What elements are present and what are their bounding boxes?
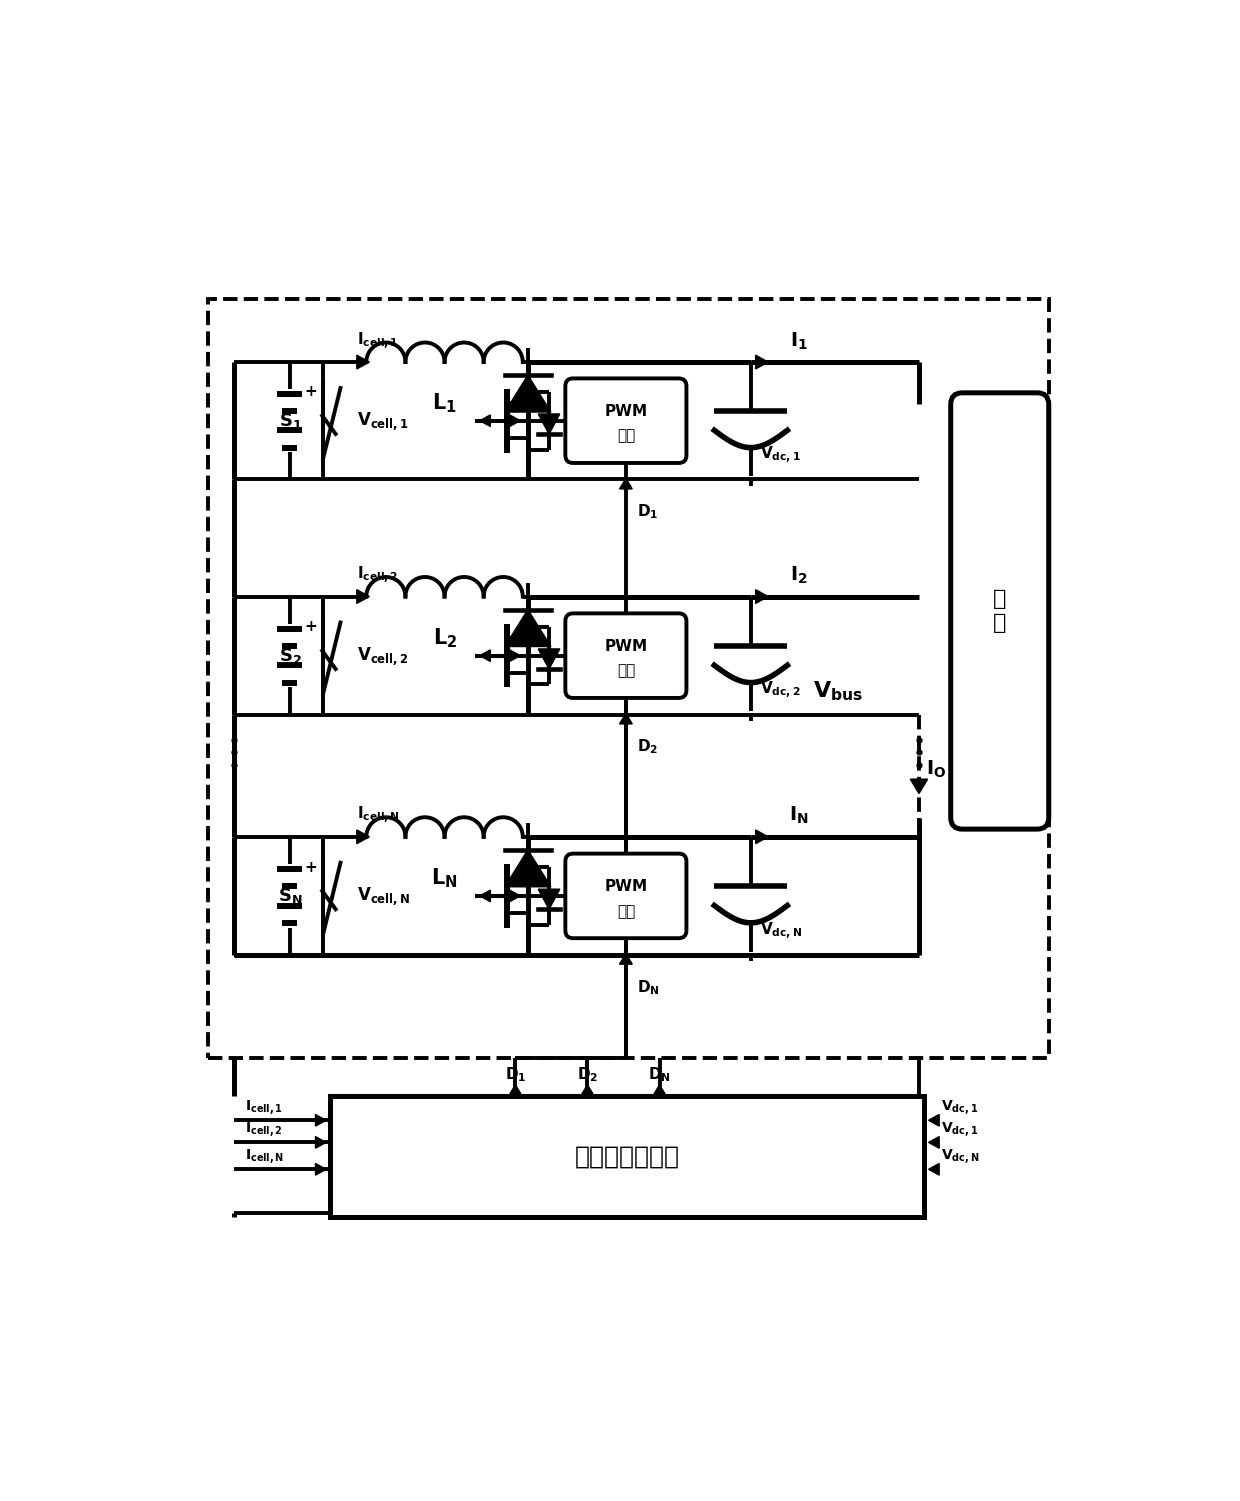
Polygon shape [510,650,521,662]
FancyBboxPatch shape [565,378,687,462]
FancyBboxPatch shape [951,393,1049,829]
Text: 驱动: 驱动 [616,904,635,919]
Text: 驱动: 驱动 [616,429,635,444]
Polygon shape [357,830,370,844]
Text: $\mathbf{V_{bus}}$: $\mathbf{V_{bus}}$ [813,678,863,702]
Polygon shape [315,1136,326,1148]
Text: 驱动: 驱动 [616,663,635,678]
Polygon shape [315,1163,326,1175]
Text: $\mathbf{V_{cell,2}}$: $\mathbf{V_{cell,2}}$ [357,645,408,666]
Polygon shape [510,890,521,902]
Text: $\mathbf{D_N}$: $\mathbf{D_N}$ [649,1066,671,1085]
Text: 负
载: 负 载 [993,590,1007,632]
Text: +: + [304,384,317,399]
Polygon shape [755,356,768,369]
Text: $\mathbf{L_N}$: $\mathbf{L_N}$ [432,866,458,890]
Polygon shape [538,648,559,669]
Polygon shape [538,414,559,434]
Text: $\mathbf{I_{cell,N}}$: $\mathbf{I_{cell,N}}$ [357,805,399,827]
Text: PWM: PWM [604,404,647,419]
Text: $\mathbf{I_1}$: $\mathbf{I_1}$ [790,330,808,351]
Polygon shape [480,414,490,426]
Polygon shape [505,609,551,647]
Polygon shape [620,713,632,723]
Text: $\mathbf{D_2}$: $\mathbf{D_2}$ [577,1066,598,1085]
Text: $\mathbf{I_{cell,2}}$: $\mathbf{I_{cell,2}}$ [246,1120,283,1139]
Text: $\mathbf{S_N}$: $\mathbf{S_N}$ [278,886,303,907]
Text: $\mathbf{D_1}$: $\mathbf{D_1}$ [505,1066,526,1085]
Polygon shape [315,1114,326,1126]
Polygon shape [538,889,559,910]
Text: $\mathbf{V_{dc,N}}$: $\mathbf{V_{dc,N}}$ [941,1147,980,1166]
Text: +: + [304,860,317,875]
Polygon shape [480,650,490,662]
Text: $\mathbf{D_1}$: $\mathbf{D_1}$ [637,503,658,521]
Text: $\mathbf{S_2}$: $\mathbf{S_2}$ [279,645,303,665]
Bar [330,1096,924,1217]
Polygon shape [755,830,768,844]
Text: $\mathbf{I_O}$: $\mathbf{I_O}$ [926,760,946,781]
Text: $\mathbf{L_1}$: $\mathbf{L_1}$ [433,392,458,416]
Polygon shape [505,375,551,413]
Polygon shape [510,1085,522,1096]
Polygon shape [910,779,928,794]
Text: $\mathbf{V_{dc,2}}$: $\mathbf{V_{dc,2}}$ [760,680,801,701]
Text: $\mathbf{I_2}$: $\mathbf{I_2}$ [790,564,807,585]
Polygon shape [582,1085,594,1096]
Text: $\mathbf{V_{dc,1}}$: $\mathbf{V_{dc,1}}$ [941,1099,978,1117]
Polygon shape [653,1085,666,1096]
Text: $\mathbf{V_{dc,1}}$: $\mathbf{V_{dc,1}}$ [941,1120,978,1139]
Polygon shape [357,590,370,603]
Polygon shape [505,850,551,887]
Text: PWM: PWM [604,638,647,653]
Polygon shape [510,414,521,426]
Text: PWM: PWM [604,878,647,893]
Text: $\mathbf{I_{cell,1}}$: $\mathbf{I_{cell,1}}$ [246,1099,284,1117]
Text: 外部采样控制器: 外部采样控制器 [574,1145,680,1169]
Text: +: + [304,620,317,635]
Polygon shape [755,590,768,603]
Text: $\mathbf{I_{cell,2}}$: $\mathbf{I_{cell,2}}$ [357,564,398,585]
Text: $\mathbf{I_{cell,N}}$: $\mathbf{I_{cell,N}}$ [246,1147,284,1166]
Text: $\mathbf{L_2}$: $\mathbf{L_2}$ [433,626,456,650]
Polygon shape [929,1163,939,1175]
Polygon shape [929,1136,939,1148]
FancyBboxPatch shape [565,614,687,698]
Polygon shape [620,479,632,489]
Text: $\mathbf{D_2}$: $\mathbf{D_2}$ [637,737,658,757]
Polygon shape [357,356,370,369]
Polygon shape [929,1114,939,1126]
Polygon shape [480,890,490,902]
FancyBboxPatch shape [565,854,687,938]
Text: $\mathbf{V_{dc,N}}$: $\mathbf{V_{dc,N}}$ [760,920,802,941]
Text: $\mathbf{S_1}$: $\mathbf{S_1}$ [279,411,303,431]
Text: $\mathbf{V_{cell,N}}$: $\mathbf{V_{cell,N}}$ [357,886,410,907]
Text: $\mathbf{I_N}$: $\mathbf{I_N}$ [789,805,808,827]
Text: $\mathbf{V_{cell,1}}$: $\mathbf{V_{cell,1}}$ [357,410,408,432]
Text: $\mathbf{V_{dc,1}}$: $\mathbf{V_{dc,1}}$ [760,444,801,465]
Polygon shape [620,953,632,964]
Text: $\mathbf{D_N}$: $\mathbf{D_N}$ [637,977,660,997]
Text: $\mathbf{I_{cell,1}}$: $\mathbf{I_{cell,1}}$ [357,330,398,351]
